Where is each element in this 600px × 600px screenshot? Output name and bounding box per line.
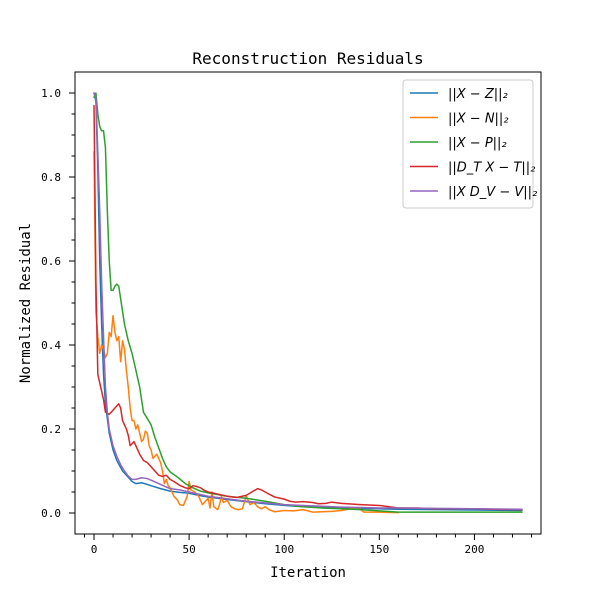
y-tick-label: 1.0 <box>41 87 61 100</box>
chart-title: Reconstruction Residuals <box>192 49 423 68</box>
x-axis: 0 50 100 150 200 <box>84 534 532 556</box>
series-line-5 <box>93 92 523 510</box>
x-tick-label: 100 <box>274 543 294 556</box>
legend-entry-label: ||X − P||₂ <box>448 136 507 151</box>
x-tick-label: 200 <box>464 543 484 556</box>
y-axis: 0.0 0.2 0.4 0.6 0.8 1.0 <box>41 87 75 520</box>
series-line-4 <box>93 104 523 511</box>
y-tick-label: 0.8 <box>41 171 61 184</box>
y-tick-label: 0.4 <box>41 339 61 352</box>
series-line-2 <box>93 151 400 514</box>
series-line-3 <box>93 92 523 513</box>
legend-entry-label: ||D_T X − T||₂ <box>448 161 535 176</box>
series-layer <box>93 92 523 514</box>
x-tick-label: 150 <box>369 543 389 556</box>
x-tick-label: 50 <box>182 543 195 556</box>
plot-area: 0 50 100 150 200 0.0 0.2 0.4 0.6 0.8 1.0 <box>41 71 542 556</box>
y-tick-label: 0.0 <box>41 507 61 520</box>
series-line-1 <box>93 92 523 512</box>
y-axis-label: Normalized Residual <box>18 223 34 383</box>
y-tick-label: 0.6 <box>41 255 61 268</box>
legend-entry-label: ||X D_V − V||₂ <box>448 185 537 200</box>
legend-entry-label: ||X − Z||₂ <box>448 87 508 102</box>
legend: ||X − Z||₂ ||X − N||₂ ||X − P||₂ ||D_T X − … <box>402 79 537 209</box>
x-tick-label: 0 <box>91 543 98 556</box>
legend-frame <box>402 79 534 209</box>
x-axis-label: Iteration <box>270 565 346 581</box>
legend-entry-label: ||X − N||₂ <box>448 112 509 127</box>
y-tick-label: 0.2 <box>41 423 61 436</box>
